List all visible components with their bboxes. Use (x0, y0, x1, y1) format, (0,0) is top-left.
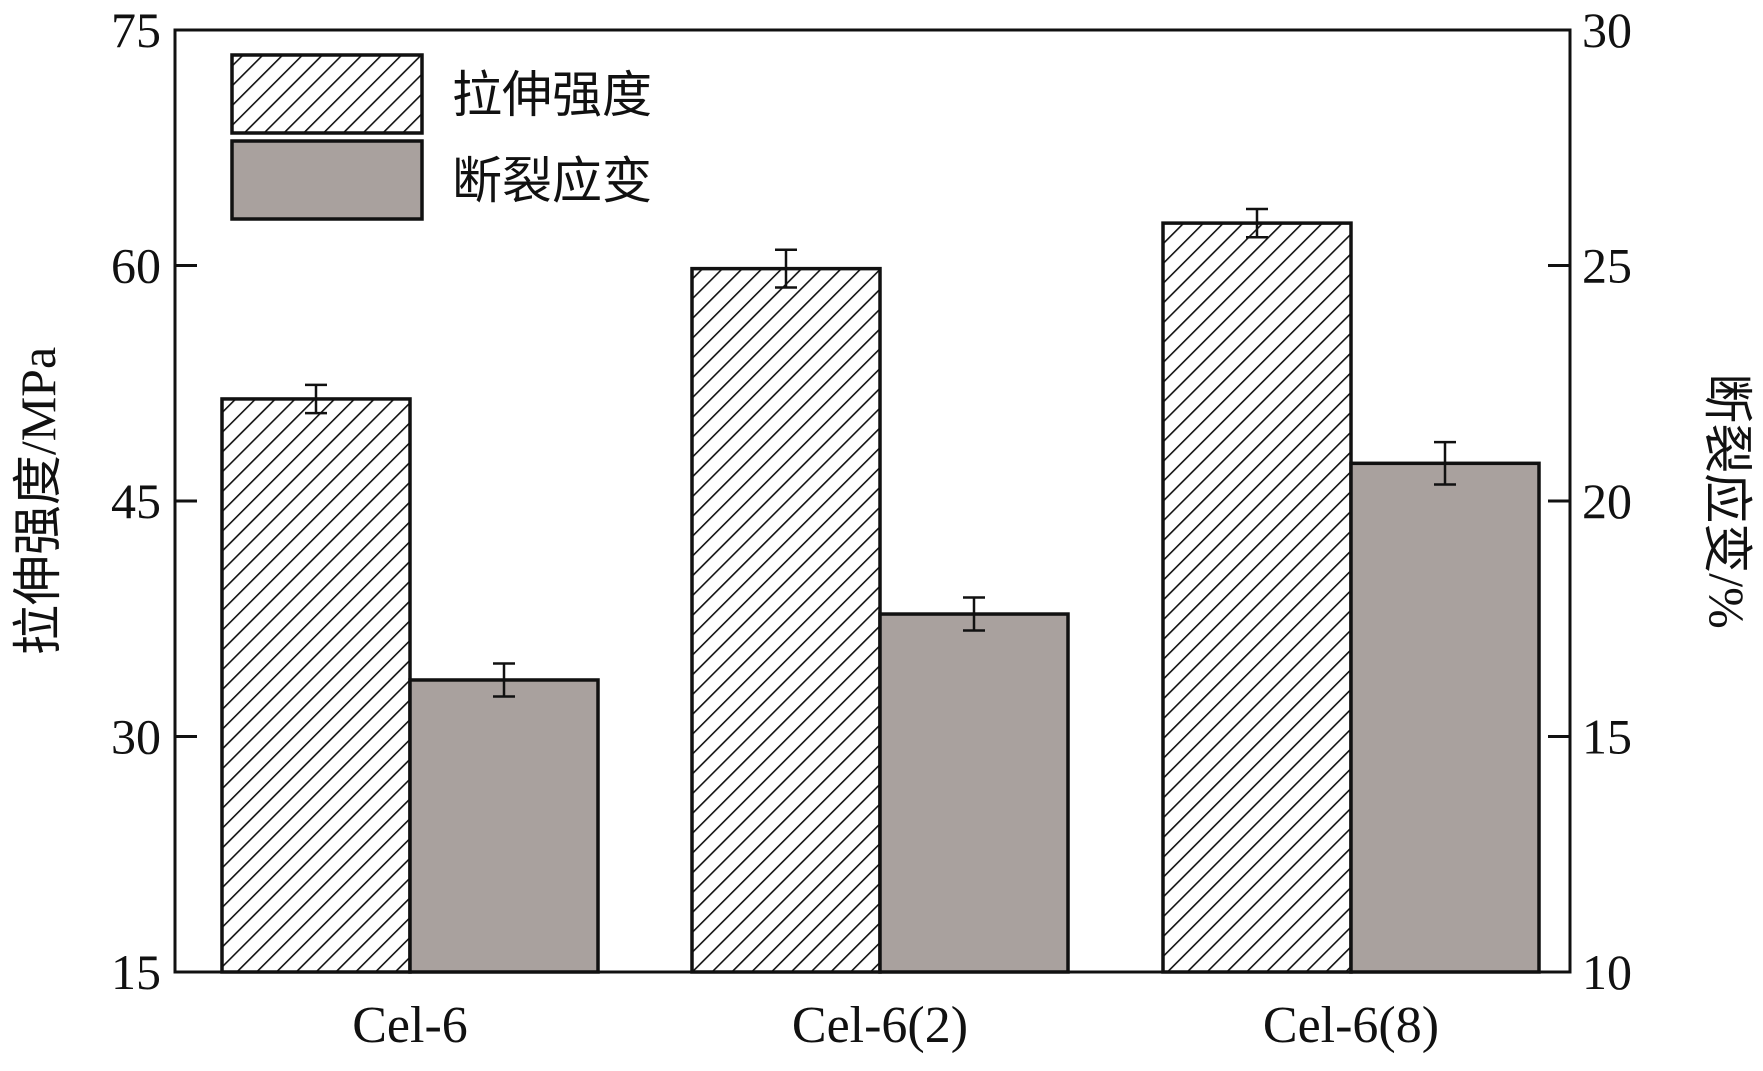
right-tick-label: 15 (1582, 709, 1632, 765)
bar-breaking-strain-2 (1349, 461, 1541, 974)
x-tick-label: Cel-6(2) (792, 997, 968, 1054)
right-axis-title: 断裂应变/% (1699, 373, 1755, 629)
legend-swatch (230, 53, 424, 135)
right-tick-label: 20 (1582, 473, 1632, 529)
error-bars-layer (305, 207, 1456, 698)
left-tick-label: 75 (111, 2, 161, 58)
error-bar-0-0 (305, 383, 327, 415)
error-bar-0-1 (775, 248, 797, 289)
right-tick-label: 10 (1582, 944, 1632, 1000)
legend-item-1: 断裂应变 (230, 139, 652, 221)
left-tick-label: 30 (111, 709, 161, 765)
legend-label: 断裂应变 (452, 153, 652, 209)
error-bar-0-2 (1246, 207, 1268, 239)
legend-swatch (230, 139, 424, 221)
legend-item-0: 拉伸强度 (230, 53, 652, 135)
x-tick-label: Cel-6 (352, 997, 468, 1054)
bar-breaking-strain-1 (878, 612, 1070, 974)
left-tick-label: 60 (111, 238, 161, 294)
error-bar-1-0 (493, 662, 515, 698)
right-tick-label: 25 (1582, 238, 1632, 294)
left-tick-label: 15 (111, 944, 161, 1000)
bars-layer (220, 221, 1541, 974)
error-bar-1-2 (1434, 440, 1456, 486)
legend-label: 拉伸强度 (452, 67, 652, 123)
left-tick-label: 45 (111, 473, 161, 529)
right-tick-label: 30 (1582, 2, 1632, 58)
bar-tensile-strength-0 (220, 397, 412, 974)
error-bar-1-1 (963, 596, 985, 632)
bar-breaking-strain-0 (408, 678, 600, 974)
axes-layer: 15 30 45 60 75 10 15 20 25 30 Cel-6 Cel-6(2) Cel-6(8… (10, 2, 1755, 1054)
x-tick-label: Cel-6(8) (1263, 997, 1439, 1054)
bar-tensile-strength-1 (690, 266, 882, 974)
bar-tensile-strength-2 (1161, 221, 1353, 974)
left-axis-title: 拉伸强度/MPa (10, 347, 66, 655)
